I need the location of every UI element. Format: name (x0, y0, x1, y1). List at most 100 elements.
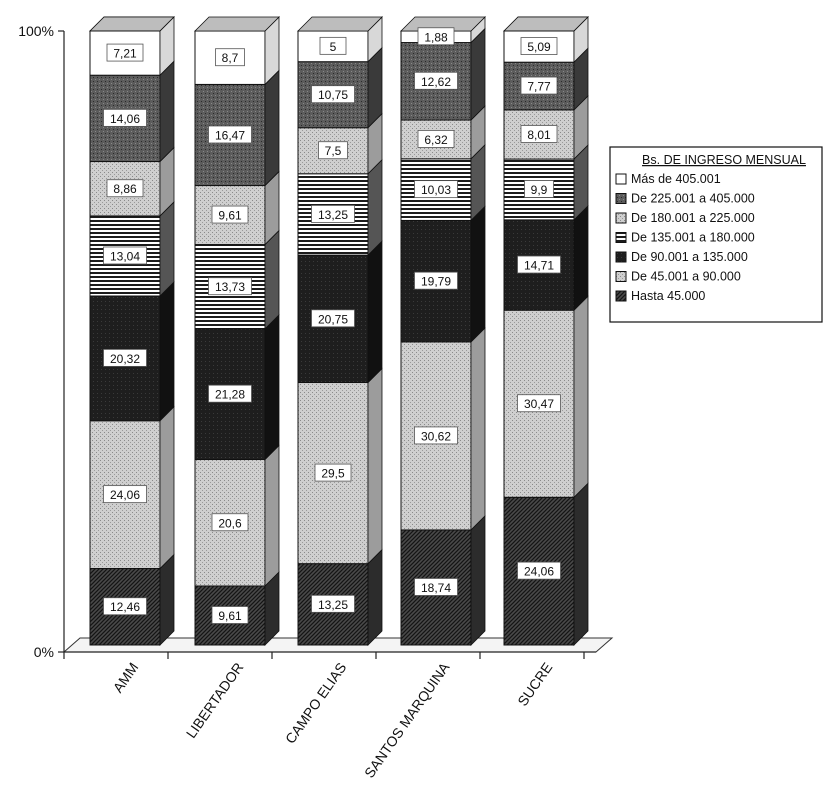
data-label-text: 10,03 (421, 183, 451, 197)
bar-segment-side (264, 444, 280, 587)
data-label: 20,75 (311, 309, 355, 328)
data-label: 18,74 (414, 578, 458, 596)
legend-item: De 90.001 a 135.000 (615, 250, 748, 264)
bar-top (194, 16, 280, 32)
legend-item: De 135.001 a 180.000 (615, 231, 755, 245)
legend-label: Hasta 45.000 (631, 289, 705, 303)
data-label-box (208, 125, 252, 144)
bar-segment-side (573, 295, 589, 499)
data-label-box (106, 179, 144, 198)
bar-segment-side (470, 326, 486, 531)
data-label-box (414, 426, 458, 445)
legend-label: Más de 405.001 (631, 172, 721, 186)
data-label-text: 13,25 (318, 598, 348, 612)
data-label: 8,01 (520, 125, 558, 143)
bar-segment-side (159, 200, 175, 297)
data-label: 12,46 (103, 597, 147, 616)
data-label: 5,09 (520, 37, 558, 55)
data-label: 5 (319, 36, 347, 55)
data-label: 24,06 (103, 485, 147, 504)
data-label-box (520, 37, 558, 55)
data-label-text: 8,86 (113, 182, 137, 196)
legend-item: Hasta 45.000 (615, 289, 705, 303)
bar-segment-side (159, 60, 175, 163)
bar-segment-side (367, 367, 383, 565)
data-label-text: 7,21 (113, 47, 137, 61)
legend-swatch (615, 290, 627, 302)
bar-segment-side (159, 553, 175, 646)
data-label-box (414, 180, 458, 199)
bar-segment-side (264, 313, 280, 461)
data-label-text: 12,46 (110, 600, 140, 614)
data-label-text: 5,09 (527, 40, 551, 54)
data-label: 13,25 (311, 205, 355, 223)
legend-swatch (615, 251, 627, 263)
data-label: 30,47 (517, 394, 561, 413)
legend-title: Bs. DE INGRESO MENSUAL (642, 153, 806, 167)
data-label-box (311, 594, 355, 613)
legend-swatch (615, 232, 627, 243)
data-label: 14,71 (517, 255, 561, 274)
data-label-box (311, 205, 355, 223)
data-label-text: 13,25 (318, 208, 348, 222)
data-label-box (208, 384, 252, 403)
data-label-text: 12,62 (421, 75, 451, 89)
data-label-box (311, 309, 355, 328)
bar-segment-side (264, 69, 280, 187)
legend-item: Más de 405.001 (615, 172, 721, 186)
bar-segment-side (470, 27, 486, 121)
legend-label: De 135.001 a 180.000 (631, 231, 755, 245)
data-label-text: 24,06 (524, 565, 554, 579)
data-label-box (318, 141, 348, 160)
y-tick-label: 100% (18, 23, 54, 39)
category-label: AMM (110, 660, 142, 696)
legend-label: De 90.001 a 135.000 (631, 250, 748, 264)
legend-box (609, 146, 823, 323)
data-label-text: 6,32 (424, 133, 448, 147)
data-label: 8,86 (106, 179, 144, 198)
bar-top (503, 16, 589, 32)
data-label: 20,6 (211, 513, 249, 532)
legend-swatch (615, 271, 627, 282)
data-label-text: 9,61 (218, 209, 242, 223)
data-label-text: 5 (330, 40, 337, 54)
data-label-box (103, 348, 147, 367)
legend-item: De 225.001 a 405.000 (615, 192, 755, 206)
data-label: 10,03 (414, 180, 458, 199)
data-label: 8,7 (215, 48, 245, 67)
data-label-box (103, 485, 147, 504)
data-label: 9,9 (524, 180, 554, 198)
bar-segment-side (367, 240, 383, 384)
data-label-box (211, 606, 249, 624)
data-label: 24,06 (517, 561, 561, 580)
data-label: 29,5 (314, 463, 352, 482)
data-label-text: 8,7 (222, 51, 239, 65)
data-label-box (414, 578, 458, 596)
data-label-box (103, 246, 147, 265)
data-label-box (417, 27, 455, 46)
data-label-text: 9,61 (218, 609, 242, 623)
data-label-box (517, 394, 561, 413)
data-label: 1,88 (417, 27, 455, 46)
data-label: 9,61 (211, 205, 249, 224)
legend-label: De 180.001 a 225.000 (631, 211, 755, 225)
data-label: 13,73 (208, 277, 252, 296)
data-label-text: 20,6 (218, 516, 242, 530)
y-tick-label: 0% (34, 644, 54, 660)
data-label: 9,61 (211, 606, 249, 624)
data-label-text: 30,62 (421, 429, 451, 443)
data-label-text: 13,73 (215, 280, 245, 294)
bar-segment-side (367, 158, 383, 257)
data-label-box (215, 48, 245, 67)
legend-label: De 225.001 a 405.000 (631, 192, 755, 206)
data-label-text: 21,28 (215, 388, 245, 402)
data-label-box (520, 76, 558, 95)
data-label: 20,32 (103, 348, 147, 367)
bars (89, 15, 589, 646)
data-label: 19,79 (414, 271, 458, 290)
category-label: SUCRE (514, 660, 555, 709)
data-label-box (520, 125, 558, 143)
data-label: 7,77 (520, 76, 558, 95)
data-label: 7,21 (106, 43, 144, 62)
